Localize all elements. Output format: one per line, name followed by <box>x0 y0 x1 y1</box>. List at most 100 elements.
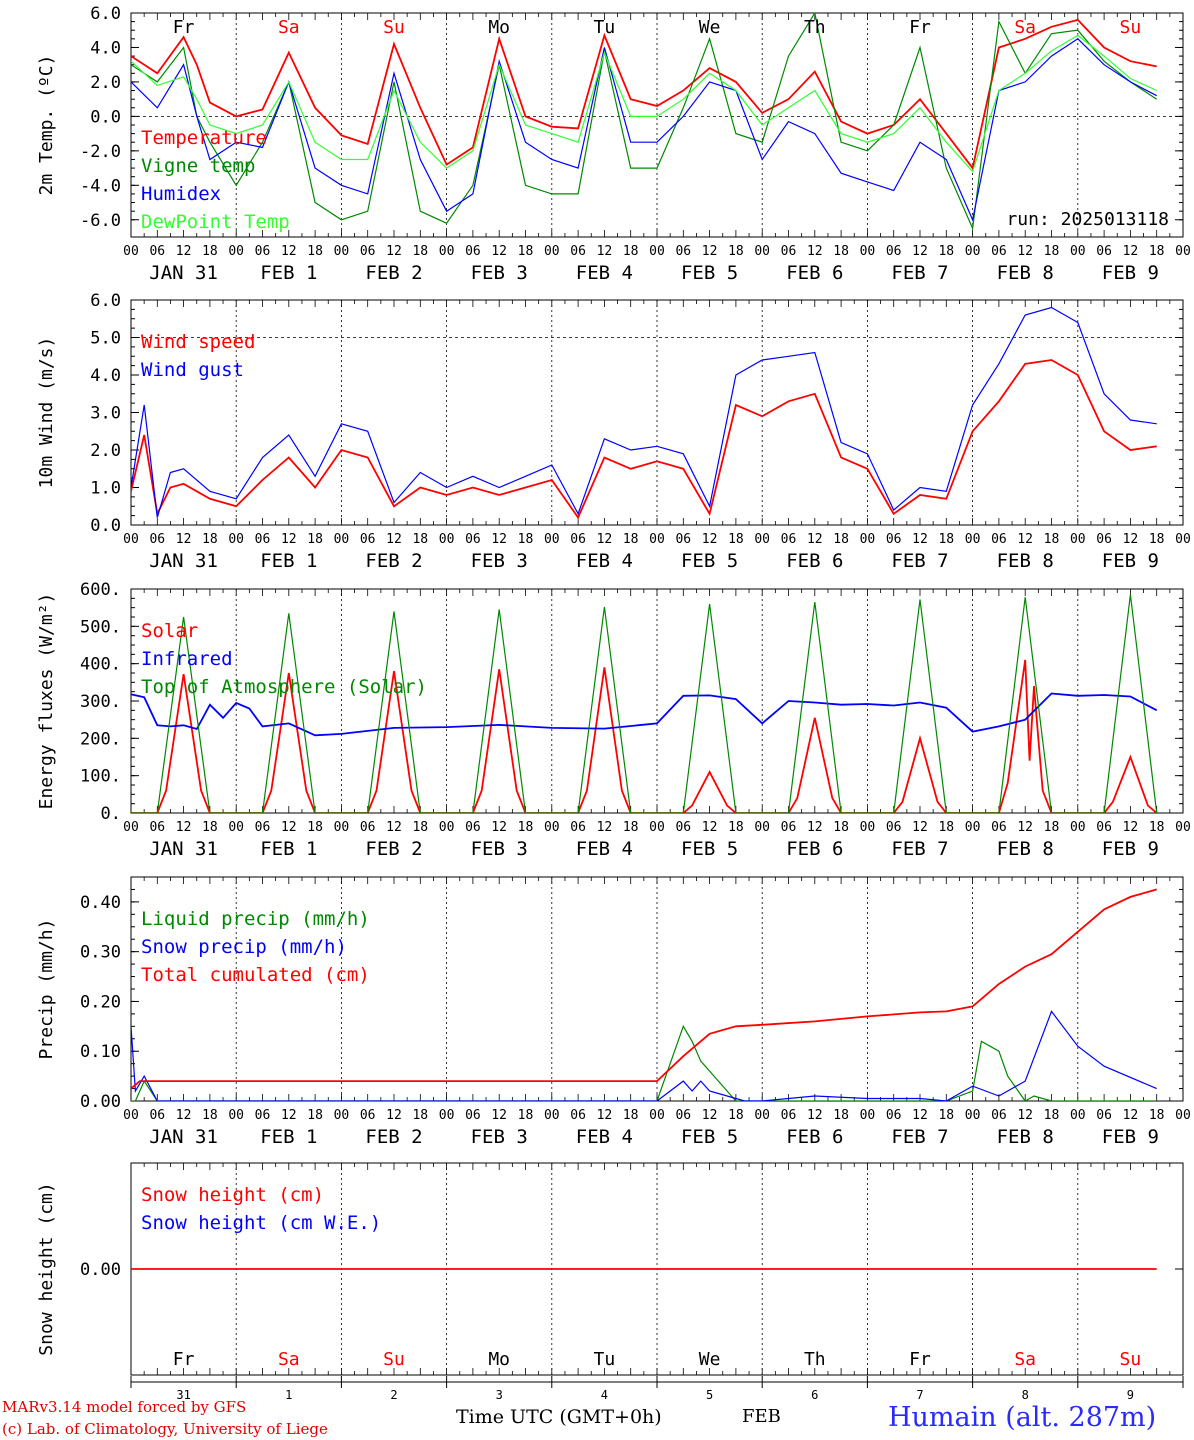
y-tick-label: 400. <box>80 655 121 675</box>
hour-tick-label: 00 <box>860 820 876 835</box>
hour-tick-label: 06 <box>255 820 271 835</box>
day-number-label: 2 <box>390 1388 397 1402</box>
series-wind-speed <box>131 359 1157 520</box>
y-tick-label: 0.00 <box>80 1092 121 1112</box>
hour-tick-label: 06 <box>886 820 902 835</box>
y-tick-label: -6.0 <box>80 211 121 231</box>
series-solar <box>131 659 1158 813</box>
hour-tick-label: 06 <box>991 244 1007 259</box>
weekday-label: Fr <box>909 17 931 38</box>
date-label: JAN 31 <box>149 262 218 284</box>
date-label: FEB 1 <box>260 1126 317 1148</box>
hour-tick-label: 06 <box>360 820 376 835</box>
weekday-label: Fr <box>173 1349 195 1370</box>
date-label: FEB 5 <box>681 838 738 860</box>
hour-tick-label: 00 <box>965 532 981 547</box>
legend-entry: Total cumulated (cm) <box>141 964 370 986</box>
hour-tick-label: 12 <box>912 532 928 547</box>
hour-tick-label: 06 <box>360 1108 376 1123</box>
hour-tick-label: 00 <box>754 1108 770 1123</box>
time-axis-label: Time UTC (GMT+0h) <box>456 1406 662 1428</box>
hour-tick-label: 12 <box>1123 532 1139 547</box>
hour-tick-label: 00 <box>965 244 981 259</box>
weekday-label: Tu <box>594 17 616 38</box>
month-label: FEB <box>742 1406 781 1427</box>
hour-tick-label: 06 <box>1096 244 1112 259</box>
hour-tick-label: 18 <box>938 1108 954 1123</box>
hour-tick-label: 06 <box>149 820 165 835</box>
series-snow-precip-mm-h- <box>131 1010 1157 1101</box>
date-label: FEB 3 <box>471 1126 528 1148</box>
hour-tick-label: 12 <box>912 1108 928 1123</box>
hour-tick-label: 00 <box>123 244 139 259</box>
hour-tick-label: 12 <box>491 244 507 259</box>
hour-tick-label: 00 <box>439 244 455 259</box>
y-tick-label: 0.30 <box>80 943 121 963</box>
hour-tick-label: 06 <box>675 244 691 259</box>
y-tick-label: 1.0 <box>90 479 121 499</box>
legend-entry: DewPoint Temp <box>141 211 290 233</box>
hour-tick-label: 06 <box>149 1108 165 1123</box>
hour-tick-label: 12 <box>807 532 823 547</box>
hour-tick-label: 00 <box>334 820 350 835</box>
date-label: FEB 6 <box>786 262 843 284</box>
y-tick-label: 0. <box>101 804 121 824</box>
weekday-label: Th <box>804 1349 826 1370</box>
y-tick-label: 300. <box>80 692 121 712</box>
date-label: FEB 7 <box>891 838 948 860</box>
date-label: FEB 9 <box>1102 838 1159 860</box>
hour-tick-label: 00 <box>965 1108 981 1123</box>
panel-wind: 0.0 1.0 2.0 3.0 4.0 5.0 6.0 10m Wind (m/s) 00 06 1… <box>36 291 1191 572</box>
hour-tick-label: 18 <box>623 1108 639 1123</box>
y-tick-label: -2.0 <box>80 142 121 162</box>
hour-tick-label: 06 <box>465 532 481 547</box>
hour-tick-label: 06 <box>149 244 165 259</box>
hour-tick-label: 00 <box>1175 820 1191 835</box>
hour-tick-label: 00 <box>649 820 665 835</box>
date-label: FEB 3 <box>471 262 528 284</box>
date-label: FEB 7 <box>891 262 948 284</box>
hour-tick-label: 18 <box>623 532 639 547</box>
hour-tick-label: 00 <box>965 820 981 835</box>
panel-precip: 0.00 0.10 0.20 0.30 0.40 Precip (mm/h) 00 06 12 1… <box>36 876 1191 1148</box>
y-tick-label: 0.0 <box>90 516 121 536</box>
weekday-label: Fr <box>173 17 195 38</box>
y-tick-label: 6.0 <box>90 4 121 24</box>
day-number-label: 4 <box>601 1388 608 1402</box>
y-tick-label: 0.20 <box>80 992 121 1012</box>
weekday-label: Su <box>1120 17 1142 38</box>
hour-tick-label: 18 <box>202 820 218 835</box>
hour-tick-label: 12 <box>176 820 192 835</box>
legend-entry: Snow height (cm W.E.) <box>141 1212 381 1234</box>
hour-tick-label: 06 <box>570 1108 586 1123</box>
day-number-label: 31 <box>176 1388 190 1402</box>
hour-tick-label: 00 <box>544 1108 560 1123</box>
weekday-label: Tu <box>594 1349 616 1370</box>
day-number-label: 5 <box>706 1388 713 1402</box>
hour-tick-label: 18 <box>1149 532 1165 547</box>
date-label: JAN 31 <box>149 550 218 572</box>
hour-tick-label: 06 <box>255 1108 271 1123</box>
series-vigne-temp <box>131 13 1158 231</box>
legend-entry: Wind speed <box>141 331 255 353</box>
hour-tick-label: 12 <box>702 820 718 835</box>
date-label: FEB 9 <box>1102 1126 1159 1148</box>
hour-tick-label: 12 <box>597 820 613 835</box>
hour-tick-label: 12 <box>176 244 192 259</box>
hour-tick-label: 00 <box>334 1108 350 1123</box>
hour-tick-label: 00 <box>123 820 139 835</box>
lab-credit: (c) Lab. of Climatology, University of L… <box>2 1420 328 1438</box>
hour-tick-label: 06 <box>255 244 271 259</box>
hour-tick-label: 12 <box>176 1108 192 1123</box>
weekday-label: Fr <box>909 1349 931 1370</box>
date-label: FEB 7 <box>891 1126 948 1148</box>
hour-tick-label: 06 <box>886 1108 902 1123</box>
hour-tick-label: 18 <box>833 1108 849 1123</box>
date-label: JAN 31 <box>149 838 218 860</box>
hour-tick-label: 00 <box>123 1108 139 1123</box>
hour-tick-label: 18 <box>1044 532 1060 547</box>
date-label: FEB 8 <box>997 262 1054 284</box>
hour-tick-label: 00 <box>228 244 244 259</box>
hour-tick-label: 18 <box>938 820 954 835</box>
series-humidex <box>131 38 1157 222</box>
